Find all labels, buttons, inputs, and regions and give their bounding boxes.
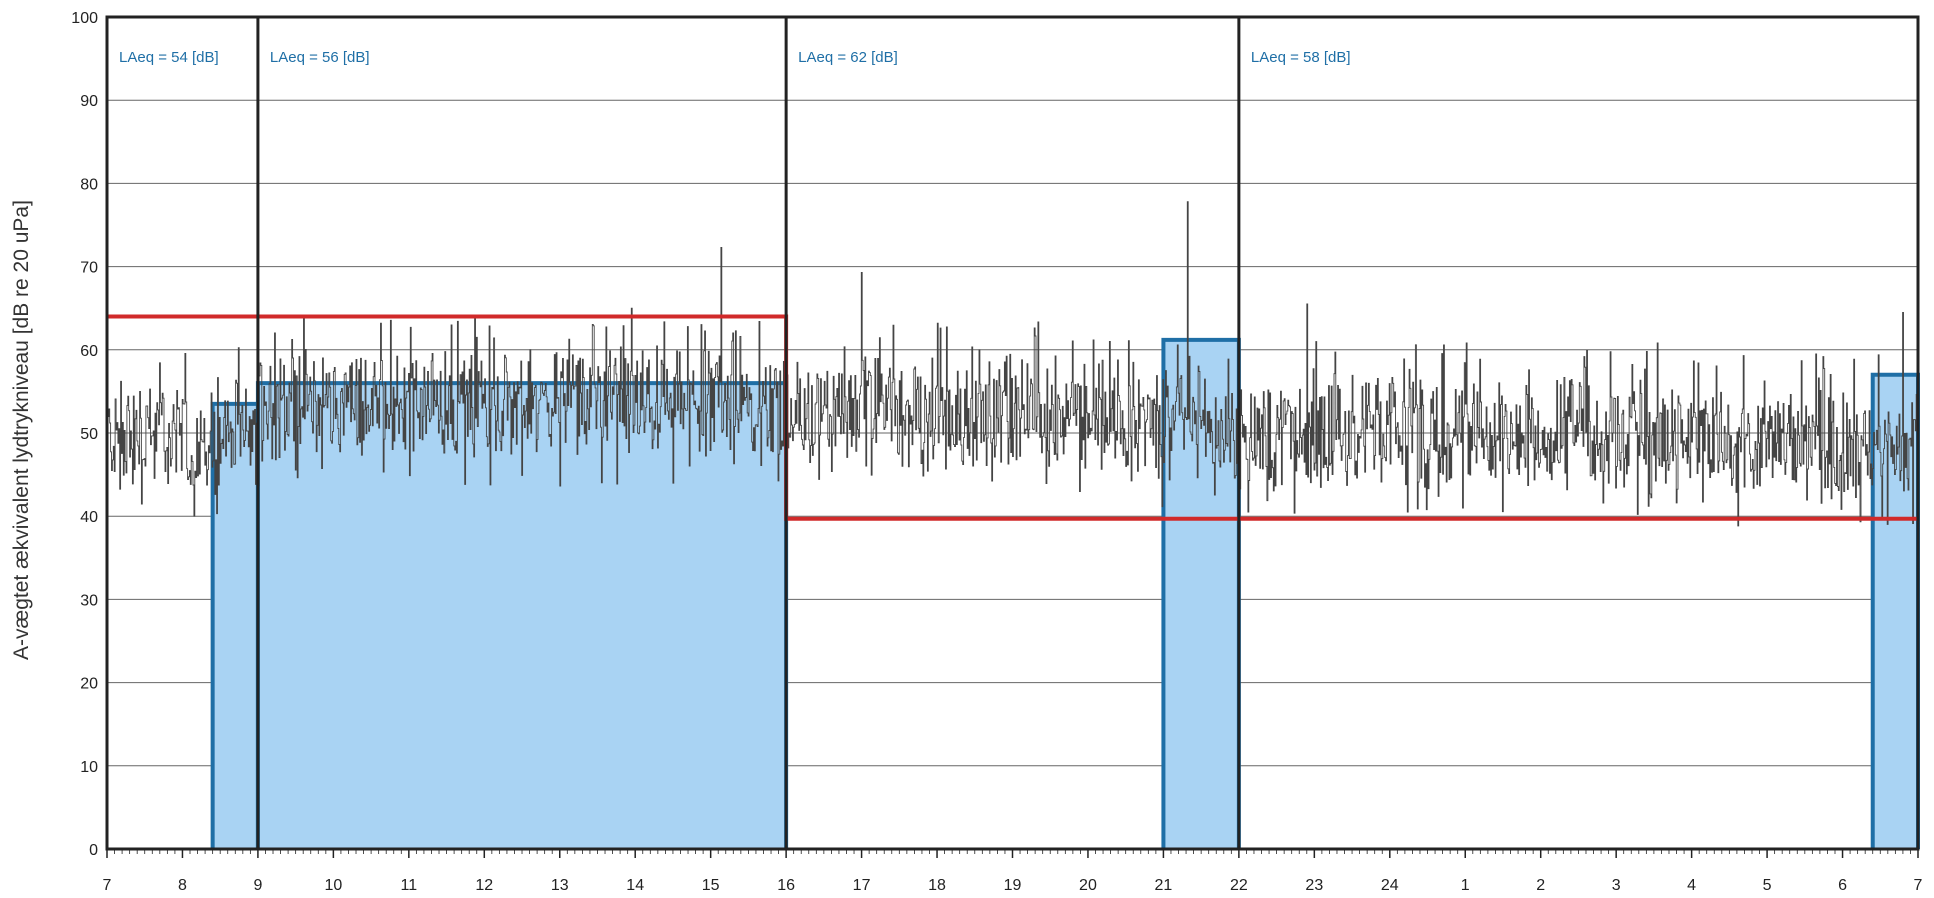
y-tick-label-80: 80 <box>80 176 98 193</box>
x-tick-label-12: 19 <box>1004 877 1022 894</box>
x-tick-label-21: 4 <box>1687 877 1696 894</box>
x-tick-label-16: 23 <box>1305 877 1323 894</box>
x-tick-label-19: 2 <box>1536 877 1545 894</box>
y-tick-label-30: 30 <box>80 592 98 609</box>
x-tick-label-10: 17 <box>853 877 871 894</box>
y-tick-label-70: 70 <box>80 260 98 277</box>
x-tick-label-20: 3 <box>1612 877 1621 894</box>
y-tick-label-10: 10 <box>80 759 98 776</box>
x-tick-label-3: 10 <box>324 877 342 894</box>
y-tick-label-50: 50 <box>80 426 98 443</box>
x-tick-label-0: 7 <box>103 877 112 894</box>
x-tick-label-11: 18 <box>928 877 946 894</box>
y-tick-label-100: 100 <box>71 10 98 27</box>
laeq-label-2: LAeq = 56 [dB] <box>270 49 370 66</box>
noise-trace <box>107 201 1918 527</box>
x-tick-label-15: 22 <box>1230 877 1248 894</box>
x-tick-label-8: 15 <box>702 877 720 894</box>
x-tick-label-22: 5 <box>1763 877 1772 894</box>
x-tick-label-13: 20 <box>1079 877 1097 894</box>
noise-trace-line <box>107 201 1918 527</box>
laeq-label-4: LAeq = 58 [dB] <box>1251 49 1351 66</box>
x-tick-label-1: 8 <box>178 877 187 894</box>
x-tick-label-18: 1 <box>1461 877 1470 894</box>
x-tick-label-2: 9 <box>253 877 262 894</box>
x-tick-label-7: 14 <box>626 877 644 894</box>
x-tick-label-9: 16 <box>777 877 795 894</box>
y-tick-label-20: 20 <box>80 676 98 693</box>
x-tick-label-5: 12 <box>475 877 493 894</box>
laeq-bar-4 <box>1872 374 1918 849</box>
x-tick-label-17: 24 <box>1381 877 1399 894</box>
period-dividers <box>256 17 1241 849</box>
x-tick-label-23: 6 <box>1838 877 1847 894</box>
laeq-labels: LAeq = 54 [dB] LAeq = 56 [dB] LAeq = 62 [d… <box>119 49 1351 66</box>
laeq-label-1: LAeq = 54 [dB] <box>119 49 219 66</box>
y-tick-label-40: 40 <box>80 509 98 526</box>
laeq-bar-1 <box>212 403 258 849</box>
x-tick-label-14: 21 <box>1155 877 1173 894</box>
laeq-label-3: LAeq = 62 [dB] <box>798 49 898 66</box>
y-tick-label-0: 0 <box>89 842 98 859</box>
y-tick-label-60: 60 <box>80 343 98 360</box>
x-tick-label-6: 13 <box>551 877 569 894</box>
y-tick-label-90: 90 <box>80 93 98 110</box>
x-tick-label-24: 7 <box>1914 877 1923 894</box>
x-tick-label-4: 11 <box>401 877 418 894</box>
